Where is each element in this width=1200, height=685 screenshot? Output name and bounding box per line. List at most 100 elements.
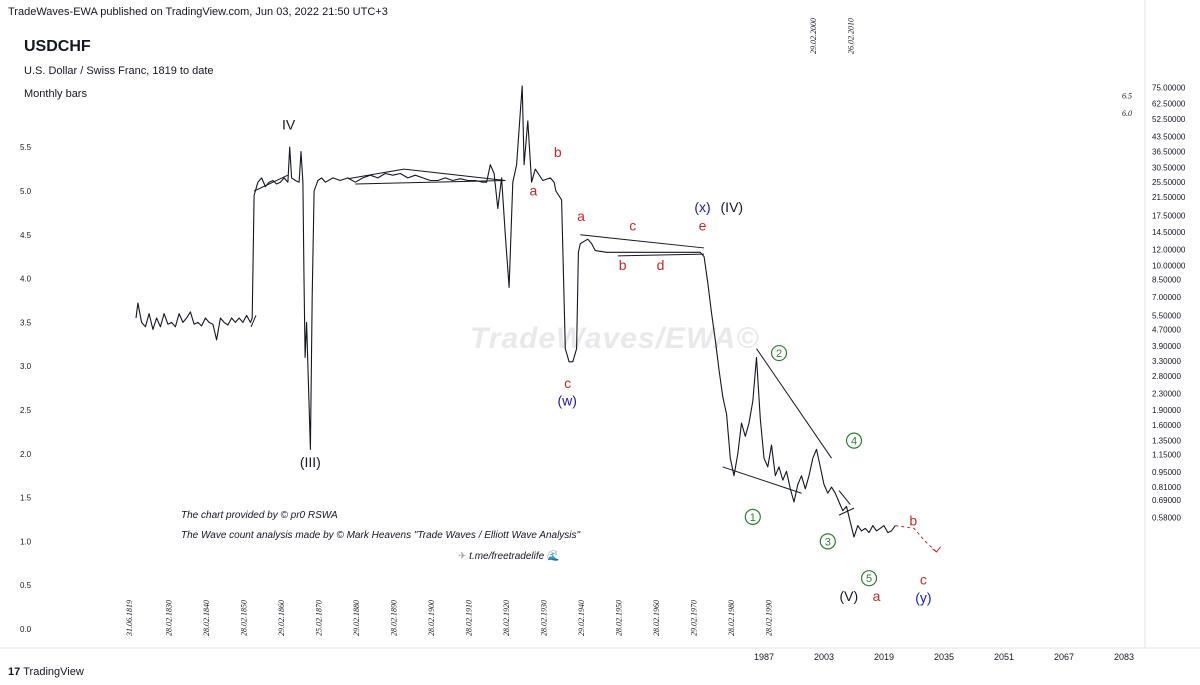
left-axis-tick-label: 3.0 — [20, 362, 32, 371]
x-date-label: 29.02.1940 — [577, 600, 586, 636]
forecast-arrow-head — [932, 546, 941, 553]
x-date-label: 28.02.1840 — [202, 600, 211, 636]
wave-label: b — [619, 257, 627, 273]
right-axis-tick-label: 1.35000 — [1152, 437, 1181, 446]
x-year-label: 2019 — [874, 652, 894, 662]
x-date-label: 28.02.1990 — [764, 600, 773, 636]
trendline[interactable] — [722, 466, 802, 494]
left-axis-tick-label: 2.5 — [20, 406, 32, 415]
wave-circle-label: 1 — [750, 512, 756, 524]
trendline[interactable] — [756, 348, 832, 459]
wave-circle — [845, 432, 863, 449]
symbol-description: U.S. Dollar / Swiss Franc, 1819 to date — [24, 65, 214, 77]
tradingview-logo-icon: 17 — [8, 666, 21, 678]
right-axis-tick-label: 1.60000 — [1152, 421, 1181, 430]
top-date-label: 29.02.2000 — [809, 18, 818, 54]
right-axis-tick-label: 75.00000 — [1152, 84, 1186, 93]
x-date-label: 28.02.1930 — [539, 600, 548, 636]
left-axis-tick-label: 2.0 — [20, 450, 32, 459]
x-date-label: 28.02.1890 — [389, 600, 398, 636]
wave-label: d — [657, 257, 665, 273]
wave-label: (y) — [915, 590, 931, 606]
wave-label: c — [920, 571, 927, 587]
left-axis-tick-label: 4.0 — [20, 275, 32, 284]
right-axis-tick-label: 30.50000 — [1152, 163, 1186, 172]
wave-label: (V) — [839, 588, 858, 604]
symbol-title[interactable]: USDCHF — [24, 38, 91, 55]
right-axis-tick-label: 43.50000 — [1152, 133, 1186, 142]
left-axis-tick-label: 0.5 — [20, 581, 32, 590]
forecast-path[interactable] — [895, 525, 937, 553]
paper-plane-icon: ✈ — [458, 551, 467, 562]
right-axis-tick-label: 5.50000 — [1152, 311, 1181, 320]
trendline[interactable] — [617, 253, 705, 257]
x-year-label: 2067 — [1054, 652, 1074, 662]
wave-label: c — [564, 375, 571, 391]
right-axis-tick-label: 3.90000 — [1152, 342, 1181, 351]
wave-circle — [744, 508, 761, 525]
right-axis-tick-label: 4.70000 — [1152, 325, 1181, 334]
telegram-link-text: t.me/freetradelife — [469, 551, 545, 562]
wave-label: a — [577, 208, 585, 224]
left-axis-tick-label: 0.0 — [20, 625, 32, 634]
right-axis-tick-label: 17.50000 — [1152, 212, 1186, 221]
trendline[interactable] — [355, 179, 506, 185]
right-axis-tick-label: 0.69000 — [1152, 496, 1181, 505]
trendline[interactable] — [838, 507, 855, 516]
x-year-label: 2035 — [934, 652, 954, 662]
inner-scale-label: 6.0 — [1122, 109, 1132, 118]
trendline[interactable] — [580, 234, 705, 249]
x-date-label: 31.06.1819 — [125, 600, 134, 637]
inner-scale-label: 6.5 — [1122, 92, 1132, 101]
trendline[interactable] — [253, 174, 289, 192]
right-axis-tick-label: 2.80000 — [1152, 372, 1181, 381]
right-axis-tick-label: 3.30000 — [1152, 357, 1181, 366]
wave-label: (x) — [694, 199, 710, 215]
left-axis-tick-label: 3.5 — [20, 318, 32, 327]
credit-chart: The chart provided by © pr0 RSWA — [181, 510, 338, 521]
wave-label: e — [699, 217, 707, 233]
x-date-label: 28.02.1830 — [164, 600, 173, 636]
right-axis-tick-label: 14.50000 — [1152, 228, 1186, 237]
wave-label: a — [530, 182, 538, 198]
x-date-label: 29.02.1970 — [689, 600, 698, 636]
x-date-label: 28.02.1950 — [614, 600, 623, 636]
right-axis-tick-label: 0.81000 — [1152, 483, 1181, 492]
left-axis-tick-label: 5.0 — [20, 187, 32, 196]
right-axis-tick-label: 1.90000 — [1152, 406, 1181, 415]
wave-circle — [819, 533, 836, 550]
wave-label: (w) — [557, 393, 576, 409]
x-year-label: 2003 — [814, 652, 834, 662]
right-axis-tick-label: 25.50000 — [1152, 178, 1186, 187]
right-axis-tick-label: 0.58000 — [1152, 514, 1181, 523]
watermark: TradeWaves/EWA© — [470, 322, 760, 355]
x-date-label: 29.02.1860 — [277, 600, 286, 636]
wave-label: IV — [282, 117, 296, 133]
x-date-label: 25.02.1870 — [314, 600, 323, 636]
price-series-line[interactable] — [135, 85, 896, 538]
wave-circle — [860, 570, 878, 587]
telegram-link[interactable]: ✈ t.me/freetradelife 🌊 — [458, 551, 559, 562]
footer-brand[interactable]: 17 TradingView — [8, 666, 84, 678]
right-axis-tick-label: 2.30000 — [1152, 389, 1181, 398]
wave-circle-label: 3 — [825, 536, 831, 548]
right-axis-tick-label: 52.50000 — [1152, 115, 1186, 124]
x-year-label: 1987 — [754, 652, 774, 662]
right-axis-tick-label: 12.00000 — [1152, 246, 1186, 255]
x-date-label: 28.02.1910 — [464, 600, 473, 636]
wave-circle — [770, 344, 788, 362]
wave-circle-label: 4 — [851, 436, 857, 448]
trendline[interactable] — [347, 168, 405, 180]
left-axis-tick-label: 1.0 — [20, 537, 32, 546]
trendline[interactable] — [838, 490, 851, 505]
trendline[interactable] — [250, 315, 257, 327]
x-date-label: 29.02.1880 — [352, 600, 361, 636]
x-year-label: 2051 — [994, 652, 1014, 662]
trendline[interactable] — [404, 168, 506, 181]
left-axis-tick-label: 4.5 — [20, 231, 32, 240]
wave-label: b — [554, 144, 562, 160]
x-year-label: 2083 — [1114, 652, 1134, 662]
wave-label: (IV) — [721, 199, 744, 215]
right-axis-tick-label: 8.50000 — [1152, 275, 1181, 284]
